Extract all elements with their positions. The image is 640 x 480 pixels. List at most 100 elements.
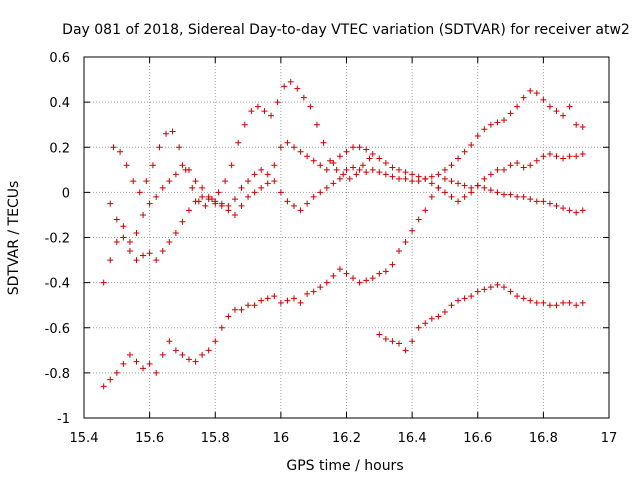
data-point bbox=[225, 207, 232, 214]
data-point bbox=[330, 160, 337, 167]
data-point bbox=[402, 239, 409, 246]
data-point bbox=[350, 144, 357, 151]
data-point bbox=[333, 166, 340, 173]
data-point bbox=[284, 198, 291, 205]
data-point bbox=[231, 211, 238, 218]
data-point bbox=[540, 299, 547, 306]
data-point bbox=[313, 121, 320, 128]
data-point bbox=[389, 261, 396, 268]
data-point bbox=[455, 297, 462, 304]
data-point bbox=[409, 178, 416, 185]
data-point bbox=[100, 279, 107, 286]
data-point bbox=[159, 351, 166, 358]
data-point bbox=[113, 239, 120, 246]
data-point bbox=[297, 299, 304, 306]
data-point bbox=[323, 279, 330, 286]
data-point bbox=[363, 146, 370, 153]
x-tick-label: 15.6 bbox=[135, 431, 164, 446]
data-point bbox=[474, 132, 481, 139]
data-point bbox=[448, 162, 455, 169]
data-point bbox=[573, 121, 580, 128]
data-point bbox=[320, 139, 327, 146]
data-point bbox=[251, 302, 258, 309]
data-point bbox=[514, 193, 521, 200]
data-point bbox=[291, 295, 297, 302]
data-point bbox=[186, 207, 192, 214]
data-point bbox=[507, 110, 514, 117]
data-point bbox=[199, 193, 206, 200]
data-point bbox=[330, 180, 337, 187]
data-point bbox=[163, 130, 170, 137]
data-point bbox=[172, 229, 179, 236]
data-point bbox=[376, 270, 383, 277]
data-point bbox=[363, 277, 370, 284]
data-point bbox=[514, 103, 521, 110]
data-point bbox=[501, 117, 507, 124]
data-point bbox=[560, 299, 567, 306]
data-point bbox=[241, 121, 248, 128]
data-point bbox=[579, 123, 586, 130]
data-point bbox=[579, 299, 586, 306]
data-point bbox=[186, 356, 192, 363]
data-point bbox=[218, 324, 225, 331]
data-point bbox=[501, 284, 507, 291]
data-point bbox=[520, 193, 527, 200]
data-point bbox=[415, 173, 422, 180]
data-point bbox=[140, 252, 147, 259]
data-point bbox=[143, 178, 150, 185]
y-tick-labels: -1 -0.8 -0.6 -0.4 -0.2 0 0.2 0.4 0.6 bbox=[45, 51, 70, 427]
data-point bbox=[287, 78, 294, 85]
data-point bbox=[369, 166, 376, 173]
data-point bbox=[343, 270, 350, 277]
data-point bbox=[238, 184, 245, 191]
data-point bbox=[573, 302, 580, 309]
data-point bbox=[189, 184, 196, 191]
data-point bbox=[107, 257, 114, 264]
data-point bbox=[268, 112, 275, 119]
data-point bbox=[566, 103, 573, 110]
data-point bbox=[277, 189, 284, 196]
data-point bbox=[527, 196, 534, 203]
data-point bbox=[527, 87, 534, 94]
data-point bbox=[166, 338, 173, 345]
data-point bbox=[560, 155, 567, 162]
data-point bbox=[304, 200, 311, 207]
data-point bbox=[199, 351, 206, 358]
data-point bbox=[481, 175, 488, 182]
x-axis-label: GPS time / hours bbox=[286, 458, 403, 474]
data-point bbox=[428, 315, 435, 322]
data-point bbox=[251, 171, 258, 178]
data-point bbox=[422, 207, 429, 214]
data-point bbox=[487, 284, 494, 291]
data-point bbox=[120, 234, 127, 241]
data-point bbox=[448, 193, 455, 200]
data-point bbox=[455, 155, 462, 162]
data-point bbox=[297, 207, 304, 214]
data-point bbox=[487, 171, 494, 178]
x-tick-label: 15.4 bbox=[70, 431, 99, 446]
data-point bbox=[133, 257, 140, 264]
data-point bbox=[396, 175, 402, 182]
data-point bbox=[212, 338, 219, 345]
data-point bbox=[579, 151, 586, 158]
data-point bbox=[353, 171, 360, 178]
data-point bbox=[153, 193, 160, 200]
data-point bbox=[248, 108, 255, 115]
data-point bbox=[166, 239, 173, 246]
data-point bbox=[356, 166, 363, 173]
data-point bbox=[343, 166, 350, 173]
data-point bbox=[110, 144, 117, 151]
data-point bbox=[199, 184, 206, 191]
data-point bbox=[310, 157, 317, 164]
data-point bbox=[494, 281, 501, 288]
data-point bbox=[146, 360, 153, 367]
data-point bbox=[245, 193, 252, 200]
data-point bbox=[327, 157, 334, 164]
data-point bbox=[376, 169, 383, 176]
y-tick-label: -0.4 bbox=[45, 277, 70, 292]
data-point bbox=[468, 189, 475, 196]
data-point bbox=[254, 103, 261, 110]
data-point bbox=[461, 295, 468, 302]
data-point bbox=[428, 193, 435, 200]
